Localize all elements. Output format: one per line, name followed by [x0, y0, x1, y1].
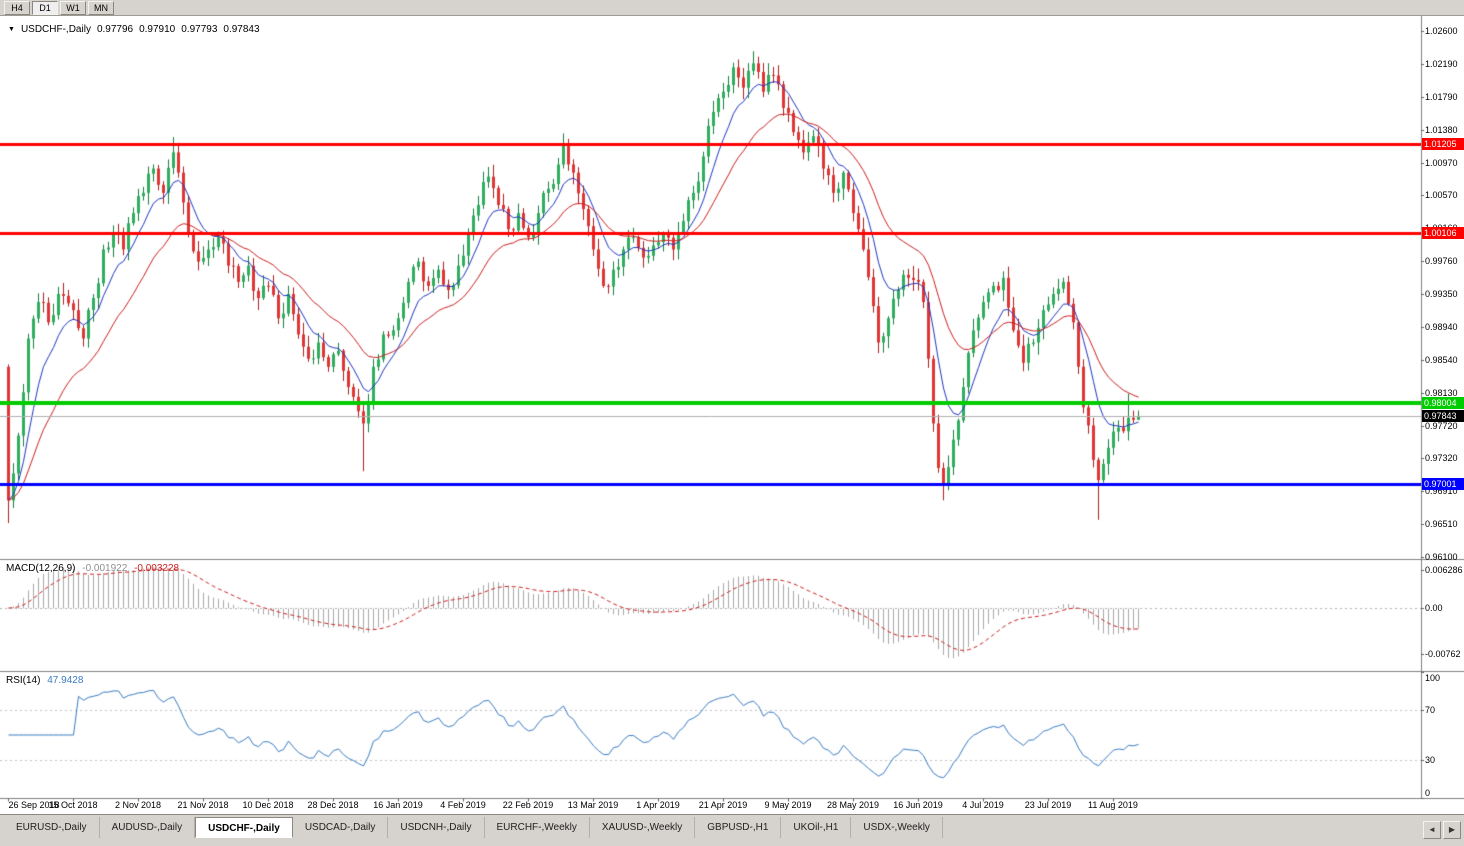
- tabs-scroll-right-button[interactable]: ▶: [1443, 821, 1461, 839]
- price-scale-label: 1.00970: [1425, 158, 1458, 168]
- price-scale-label: 0.97720: [1425, 421, 1458, 431]
- rsi-value: 47.9428: [47, 675, 84, 686]
- chart-overlay: ▼ USDCHF-,Daily 0.97796 0.97910 0.97793 …: [0, 16, 1464, 814]
- date-axis-label: 2 Nov 2018: [114, 800, 162, 810]
- chart-title: ▼ USDCHF-,Daily 0.97796 0.97910 0.97793 …: [8, 24, 260, 35]
- date-axis-label: 13 Mar 2019: [567, 800, 619, 810]
- price-scale-label: 1.01790: [1425, 92, 1458, 102]
- chart-tab-usdcad-daily[interactable]: USDCAD-,Daily: [293, 817, 389, 838]
- date-axis-label: 9 May 2019: [764, 800, 812, 810]
- rsi-scale-label: 30: [1425, 755, 1436, 765]
- chart-symbol-period: USDCHF-,Daily: [20, 24, 91, 35]
- chart-tab-usdchf-daily[interactable]: USDCHF-,Daily: [195, 817, 293, 838]
- macd-main-value: -0.001922: [82, 563, 128, 574]
- timeframe-h4-button[interactable]: H4: [4, 0, 30, 15]
- rsi-scale-label: 0: [1425, 788, 1431, 798]
- date-axis-label: 28 Dec 2018: [307, 800, 359, 810]
- macd-signal-value: -0.003228: [134, 563, 180, 574]
- macd-indicator-label: MACD(12,26,9) -0.001922 -0.003228: [6, 563, 179, 574]
- ohlc-low-value: 0.97793: [181, 24, 218, 35]
- price-scale-label: 0.96510: [1425, 519, 1458, 529]
- price-scale-label: 0.97320: [1425, 453, 1458, 463]
- rsi-scale-label: 70: [1425, 705, 1436, 715]
- timeframe-w1-button[interactable]: W1: [60, 0, 86, 15]
- rsi-indicator-label: RSI(14) 47.9428: [6, 675, 83, 686]
- price-scale-label: 0.98940: [1425, 322, 1458, 332]
- price-scale-label: 1.02190: [1425, 59, 1458, 69]
- chart-window: ▼ USDCHF-,Daily 0.97796 0.97910 0.97793 …: [0, 16, 1464, 814]
- chart-tab-xauusd-weekly[interactable]: XAUUSD-,Weekly: [590, 817, 696, 838]
- price-tag-resistance-lower: 1.00106: [1422, 227, 1464, 239]
- chart-tab-ukoil-h1[interactable]: UKOil-,H1: [781, 817, 852, 838]
- price-tag-support-green: 0.98004: [1422, 397, 1464, 409]
- tabs-scroll-left-button[interactable]: ◄: [1423, 821, 1441, 839]
- price-tag-resistance-upper: 1.01205: [1422, 138, 1464, 150]
- date-axis-label: 21 Apr 2019: [698, 800, 748, 810]
- price-tag-support-blue: 0.97001: [1422, 478, 1464, 490]
- ohlc-close-value: 0.97843: [223, 24, 260, 35]
- price-scale-label: 1.00570: [1425, 190, 1458, 200]
- date-axis-label: 23 Jul 2019: [1024, 800, 1072, 810]
- rsi-scale-label: 100: [1425, 673, 1441, 683]
- date-axis-label: 22 Feb 2019: [502, 800, 554, 810]
- chart-tab-eurusd-daily[interactable]: EURUSD-,Daily: [4, 817, 100, 838]
- chart-tab-audusd-daily[interactable]: AUDUSD-,Daily: [100, 817, 196, 838]
- date-axis-label: 28 May 2019: [826, 800, 880, 810]
- date-axis-label: 1 Apr 2019: [636, 800, 680, 810]
- macd-scale-label: 0.00: [1425, 603, 1443, 613]
- price-scale-label: 0.98540: [1425, 355, 1458, 365]
- ohlc-high-value: 0.97910: [139, 24, 176, 35]
- price-scale-label: 0.99350: [1425, 289, 1458, 299]
- timeframe-toolbar: H4 D1 W1 MN: [0, 0, 1464, 16]
- chart-canvas[interactable]: [0, 16, 1464, 814]
- date-axis-label: 16 Jan 2019: [373, 800, 423, 810]
- date-axis-label: 10 Dec 2018: [242, 800, 294, 810]
- price-scale-label: 1.02600: [1425, 26, 1458, 36]
- date-axis-label: 16 Jun 2019: [893, 800, 943, 810]
- chart-tab-usdcnh-daily[interactable]: USDCNH-,Daily: [388, 817, 485, 838]
- tab-scroll-arrows: ◄ ▶: [1423, 821, 1461, 839]
- price-scale-label: 0.99760: [1425, 256, 1458, 266]
- timeframe-d1-button[interactable]: D1: [32, 0, 58, 15]
- chart-tabbar: EURUSD-,Daily AUDUSD-,Daily USDCHF-,Daily U…: [0, 814, 1464, 846]
- price-scale-label: 0.96910: [1425, 486, 1458, 496]
- macd-scale-label: 0.006286: [1425, 565, 1463, 575]
- price-scale-label: 0.96100: [1425, 552, 1458, 562]
- macd-scale-label: -0.00762: [1425, 649, 1461, 659]
- chart-dropdown-icon[interactable]: ▼: [8, 26, 15, 33]
- chart-tab-eurchf-weekly[interactable]: EURCHF-,Weekly: [485, 817, 590, 838]
- date-axis-label: 4 Feb 2019: [440, 800, 486, 810]
- ohlc-open-value: 0.97796: [96, 24, 134, 35]
- macd-name: MACD(12,26,9): [6, 563, 76, 574]
- price-scale-label: 0.98130: [1425, 388, 1458, 398]
- rsi-name: RSI(14): [6, 675, 41, 686]
- chart-tab-usdx-weekly[interactable]: USDX-,Weekly: [851, 817, 943, 838]
- date-axis-label: 21 Nov 2018: [177, 800, 229, 810]
- date-axis-label: 4 Jul 2019: [962, 800, 1004, 810]
- chart-tab-gbpusd-h1[interactable]: GBPUSD-,H1: [695, 817, 782, 838]
- date-axis-label: 26 Sep 2018: [8, 800, 60, 810]
- bid-price-tag: 0.97843: [1422, 410, 1464, 422]
- date-axis-label: 15 Oct 2018: [48, 800, 98, 810]
- date-axis-label: 11 Aug 2019: [1088, 800, 1138, 810]
- timeframe-mn-button[interactable]: MN: [88, 0, 114, 15]
- price-scale-label: 1.01380: [1425, 125, 1458, 135]
